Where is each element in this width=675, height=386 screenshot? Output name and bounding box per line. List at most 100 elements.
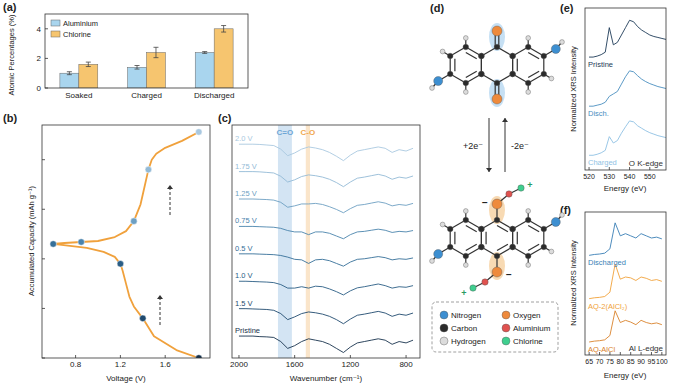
x-axis-label: Energy (eV) <box>604 371 647 380</box>
direction-arrows <box>157 185 173 325</box>
bond <box>528 225 539 231</box>
series-label: Pristine <box>235 326 260 335</box>
atom <box>479 226 485 232</box>
error-line <box>155 47 156 57</box>
error-cap <box>153 57 158 58</box>
bond <box>466 52 477 58</box>
y-tick <box>42 258 45 259</box>
atom <box>506 191 512 197</box>
atom <box>430 86 435 91</box>
marker <box>196 355 203 358</box>
y-tick <box>45 58 48 59</box>
atom <box>549 249 554 254</box>
annotation: Al L-edge <box>629 344 664 353</box>
error-bar <box>221 26 226 33</box>
annotation: O K-edge <box>629 159 664 168</box>
error-cap <box>153 47 158 48</box>
marker <box>78 239 85 246</box>
error-bar <box>202 52 207 54</box>
series-label: Discharged <box>588 258 626 267</box>
frame <box>585 8 666 170</box>
bond <box>528 71 539 77</box>
atom <box>463 217 469 223</box>
charge: + <box>461 288 466 298</box>
atom <box>525 253 531 259</box>
panel: (c)Wavenumber (cm⁻¹)200016001200800C=OC-… <box>218 112 420 383</box>
bond <box>497 225 508 231</box>
legend-swatch <box>440 324 448 332</box>
y-tick-label: 2 <box>37 54 42 63</box>
arrow-head <box>502 118 508 122</box>
panel-label: (a) <box>3 1 17 13</box>
bond <box>466 225 477 231</box>
atom <box>492 94 502 104</box>
error-cap <box>86 66 91 67</box>
bond <box>466 244 477 250</box>
x-tick-label: 70 <box>596 358 604 365</box>
atom <box>463 36 468 41</box>
line <box>589 71 666 106</box>
series-label: 1.75 V <box>235 162 257 171</box>
y-tick-label: 0 <box>37 84 42 93</box>
bond <box>466 71 477 77</box>
series-label: Disch. <box>588 109 609 118</box>
marker <box>131 218 138 225</box>
series-label: AQ-2(AlCl₂) <box>588 302 628 311</box>
legend-swatch <box>502 311 510 319</box>
x-tick-label: 540 <box>624 173 636 180</box>
legend-swatch <box>440 337 448 345</box>
atom <box>551 218 560 227</box>
series-label: 2.0 V <box>235 134 253 143</box>
bar <box>147 52 166 88</box>
x-axis-label: Voltage (V) <box>106 374 146 383</box>
diagram: (d)−−+++2e⁻-2e⁻NitrogenOxygenCarbonAlumi… <box>430 2 565 352</box>
atom <box>447 71 453 77</box>
line <box>589 121 666 155</box>
atom <box>440 49 445 54</box>
band <box>278 125 292 358</box>
atom <box>526 263 531 268</box>
legend-label: Hydrogen <box>451 337 486 346</box>
line <box>239 254 413 266</box>
bond <box>454 59 455 72</box>
y-axis-label: Atomic Percentages (%) <box>7 14 16 95</box>
x-tick <box>620 352 621 355</box>
x-tick-label: Discharged <box>194 91 234 100</box>
line <box>589 20 666 57</box>
bar <box>195 52 214 88</box>
panel-label: (b) <box>3 112 17 124</box>
x-axis-label: Energy (eV) <box>604 184 647 193</box>
bond <box>485 232 486 245</box>
charge: − <box>506 269 512 280</box>
x-tick-label: 90 <box>637 358 645 365</box>
frame <box>585 212 666 355</box>
error-line <box>137 66 138 70</box>
highlight <box>489 196 505 224</box>
atom <box>463 253 469 259</box>
line <box>239 199 413 213</box>
atom <box>526 90 531 95</box>
atom <box>434 77 443 86</box>
legend-label: Nitrogen <box>451 311 481 320</box>
panel-label: (c) <box>218 112 232 124</box>
line <box>239 336 413 352</box>
bar <box>60 73 79 88</box>
series-label: 0.75 V <box>235 216 257 225</box>
atom <box>479 53 485 59</box>
legend-box <box>432 302 558 352</box>
atom <box>510 244 516 250</box>
x-tick-label: 80 <box>616 358 624 365</box>
highlight <box>489 23 505 51</box>
y-axis-label: Normalized XRS Intensity <box>569 46 578 132</box>
x-tick-label: 2000 <box>230 360 248 369</box>
arrow-head <box>157 295 163 299</box>
atom <box>479 53 485 59</box>
line <box>239 309 413 324</box>
atom <box>526 36 531 41</box>
atom <box>510 71 516 77</box>
error-cap <box>221 32 226 33</box>
atom <box>510 53 516 59</box>
atom <box>551 45 560 54</box>
error-cap <box>86 62 91 63</box>
atom <box>492 26 502 36</box>
